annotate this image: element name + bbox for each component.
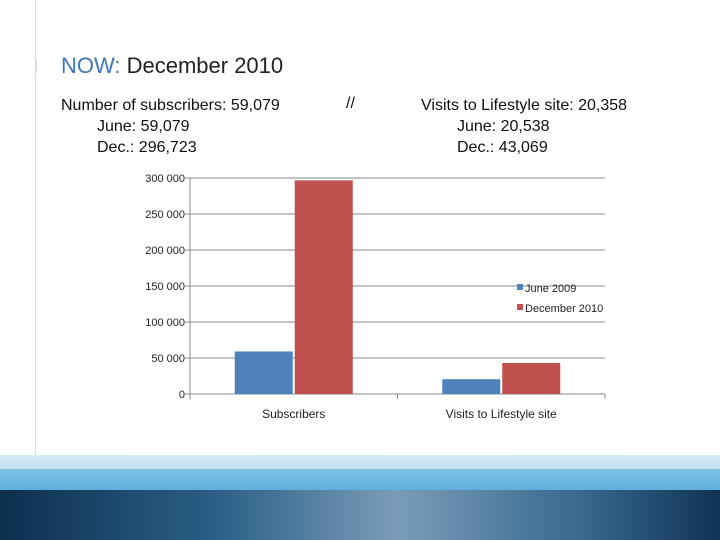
legend-swatch [517, 284, 523, 290]
y-tick-label: 200 000 [145, 245, 185, 257]
subscribers-stat: Number of subscribers: 59,079 June: 59,0… [61, 95, 280, 158]
slide-left-notch [28, 54, 37, 78]
title-prefix: NOW: [61, 53, 121, 78]
footer-band-light [0, 455, 720, 469]
y-tick-label: 0 [179, 389, 185, 401]
visits-total: Visits to Lifestyle site: 20,358 [421, 97, 628, 114]
x-category-label: Visits to Lifestyle site [446, 407, 557, 421]
subscribers-total: Number of subscribers: 59,079 [61, 97, 280, 114]
subscribers-dec: Dec.: 296,723 [97, 139, 197, 156]
legend-label: December 2010 [525, 303, 603, 315]
footer-band-mid [0, 469, 720, 490]
x-category-label: Subscribers [262, 407, 325, 421]
stat-divider: // [346, 95, 355, 112]
footer-band-dark [0, 490, 720, 540]
bar-december-2010 [294, 180, 353, 394]
slide-left-rule [35, 0, 36, 470]
visits-june: June: 20,538 [457, 118, 550, 135]
legend-swatch [517, 304, 523, 310]
legend-label: June 2009 [525, 283, 576, 295]
bar-june-2009 [442, 379, 501, 394]
y-tick-label: 300 000 [145, 173, 185, 185]
y-tick-label: 250 000 [145, 209, 185, 221]
y-tick-label: 50 000 [151, 353, 185, 365]
subscribers-june: June: 59,079 [97, 118, 190, 135]
bar-chart: 0 50 000 100 000 150 000 200 000 250 000 300 0… [145, 173, 606, 421]
bar-december-2010 [502, 362, 561, 394]
bar-june-2009 [234, 351, 293, 394]
visits-stat: Visits to Lifestyle site: 20,358 June: 2… [421, 95, 627, 158]
title-text: December 2010 [120, 53, 284, 78]
y-tick-label: 100 000 [145, 317, 185, 329]
y-tick-label: 150 000 [145, 281, 185, 293]
visits-dec: Dec.: 43,069 [457, 139, 548, 156]
slide-title: NOW: December 2010 [61, 53, 283, 79]
